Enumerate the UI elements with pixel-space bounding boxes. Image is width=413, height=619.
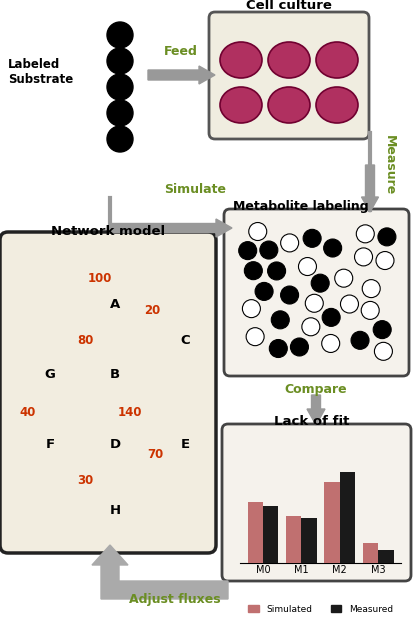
- Ellipse shape: [220, 42, 262, 78]
- Text: 100: 100: [88, 272, 112, 285]
- Text: Feed: Feed: [164, 45, 198, 58]
- Text: H: H: [109, 503, 121, 516]
- FancyBboxPatch shape: [224, 209, 409, 376]
- Circle shape: [340, 295, 358, 313]
- Circle shape: [324, 239, 342, 257]
- Text: F: F: [45, 438, 55, 451]
- Text: E: E: [180, 438, 190, 451]
- Text: Compare: Compare: [285, 383, 347, 396]
- Circle shape: [303, 229, 321, 248]
- Text: A: A: [110, 298, 120, 311]
- Circle shape: [378, 228, 396, 246]
- Text: Labeled
Substrate: Labeled Substrate: [8, 58, 73, 86]
- Circle shape: [362, 280, 380, 298]
- Legend: Simulated, Measured: Simulated, Measured: [245, 601, 396, 617]
- Circle shape: [269, 339, 287, 358]
- FancyBboxPatch shape: [0, 232, 216, 553]
- Text: Network model: Network model: [51, 225, 165, 238]
- Circle shape: [271, 311, 289, 329]
- Circle shape: [290, 338, 309, 356]
- Circle shape: [268, 262, 286, 280]
- Circle shape: [260, 241, 278, 259]
- Text: Metabolite labeling: Metabolite labeling: [233, 200, 369, 213]
- Text: Cell culture: Cell culture: [246, 0, 332, 12]
- Text: Adjust fluxes: Adjust fluxes: [129, 594, 221, 607]
- Text: B: B: [110, 368, 120, 381]
- Circle shape: [244, 262, 262, 280]
- Circle shape: [322, 308, 340, 326]
- Polygon shape: [307, 395, 325, 425]
- Circle shape: [239, 241, 257, 259]
- Circle shape: [107, 126, 133, 152]
- Circle shape: [107, 22, 133, 48]
- Text: Lack of fit: Lack of fit: [274, 415, 350, 428]
- Ellipse shape: [316, 87, 358, 123]
- Bar: [248, 502, 263, 563]
- Circle shape: [376, 251, 394, 269]
- Polygon shape: [110, 219, 232, 237]
- Circle shape: [302, 318, 320, 335]
- Text: Measure: Measure: [383, 135, 396, 195]
- Text: Simulate: Simulate: [164, 183, 226, 196]
- Polygon shape: [148, 66, 215, 84]
- Text: 80: 80: [77, 334, 93, 347]
- Circle shape: [107, 74, 133, 100]
- Circle shape: [255, 282, 273, 300]
- Circle shape: [361, 301, 379, 319]
- Circle shape: [299, 258, 316, 275]
- FancyBboxPatch shape: [209, 12, 369, 139]
- Bar: [378, 550, 394, 563]
- Text: 40: 40: [20, 405, 36, 418]
- Circle shape: [351, 331, 369, 349]
- Circle shape: [311, 274, 329, 292]
- Circle shape: [246, 327, 264, 345]
- Circle shape: [373, 321, 391, 339]
- Bar: [286, 516, 301, 563]
- Bar: [301, 517, 317, 563]
- Bar: [340, 472, 355, 563]
- Ellipse shape: [268, 42, 310, 78]
- Circle shape: [335, 269, 353, 287]
- Text: 140: 140: [118, 405, 142, 418]
- Circle shape: [322, 334, 340, 352]
- Text: G: G: [45, 368, 55, 381]
- Circle shape: [356, 225, 374, 243]
- Polygon shape: [361, 165, 378, 212]
- Circle shape: [280, 286, 299, 304]
- Circle shape: [249, 222, 267, 241]
- Circle shape: [107, 48, 133, 74]
- Ellipse shape: [220, 87, 262, 123]
- Ellipse shape: [316, 42, 358, 78]
- Bar: [325, 482, 340, 563]
- Circle shape: [242, 300, 261, 318]
- Bar: [363, 543, 378, 563]
- Text: 30: 30: [77, 474, 93, 487]
- Circle shape: [354, 248, 373, 266]
- Circle shape: [375, 342, 392, 360]
- Circle shape: [281, 234, 299, 252]
- Circle shape: [305, 294, 323, 312]
- Text: 20: 20: [144, 303, 160, 316]
- Text: C: C: [180, 334, 190, 347]
- Text: 70: 70: [147, 449, 163, 462]
- Polygon shape: [92, 545, 228, 599]
- Text: D: D: [109, 438, 121, 451]
- FancyBboxPatch shape: [222, 424, 411, 581]
- Ellipse shape: [268, 87, 310, 123]
- Circle shape: [107, 100, 133, 126]
- Bar: [263, 506, 278, 563]
